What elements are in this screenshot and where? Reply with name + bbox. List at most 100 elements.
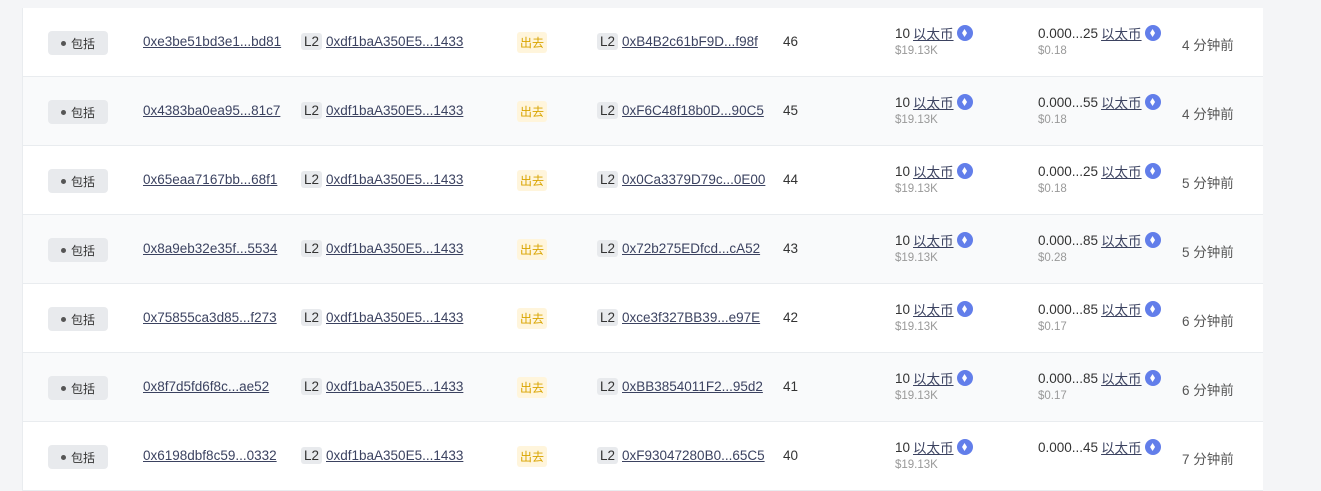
fee-number: 0.000...85 xyxy=(1038,370,1099,386)
age: 7 分钟前 xyxy=(1182,452,1234,467)
fee-number: 0.000...55 xyxy=(1038,94,1099,110)
table-row: 包括 0x6198dbf8c59...0332 L2 0xdf1baA350E5… xyxy=(23,422,1263,491)
status-badge: 包括 xyxy=(48,445,108,469)
block-number: 46 xyxy=(783,34,799,49)
ethereum-icon xyxy=(956,25,973,41)
value-token-link[interactable]: 以太币 xyxy=(913,165,954,180)
fee-usd: $0.18 xyxy=(1038,183,1067,195)
from-address-link[interactable]: 0xdf1baA350E5...1433 xyxy=(326,379,464,394)
to-layer-tag: L2 xyxy=(597,447,619,464)
tx-hash-link[interactable]: 0x8f7d5fd6f8c...ae52 xyxy=(143,379,270,394)
to-layer-tag: L2 xyxy=(597,309,619,326)
fee-token-link[interactable]: 以太币 xyxy=(1101,372,1142,387)
status-badge: 包括 xyxy=(48,238,108,262)
ethereum-icon xyxy=(1144,25,1161,41)
to-address-link[interactable]: 0xB4B2c61bF9D...f98f xyxy=(622,34,758,49)
tx-hash-link[interactable]: 0x8a9eb32e35f...5534 xyxy=(143,241,278,256)
tx-hash-link[interactable]: 0x75855ca3d85...f273 xyxy=(143,310,277,325)
fee-amount: 0.000...85 以太币 xyxy=(1038,299,1161,319)
value-amount: 10 以太币 xyxy=(895,437,973,457)
to-layer-tag: L2 xyxy=(597,240,619,257)
age: 5 分钟前 xyxy=(1182,176,1234,191)
to-layer-tag: L2 xyxy=(597,102,619,119)
fee-usd: $0.18 xyxy=(1038,45,1067,57)
fee-token-link[interactable]: 以太币 xyxy=(1101,234,1142,249)
block-number: 43 xyxy=(783,241,799,256)
from-address-link[interactable]: 0xdf1baA350E5...1433 xyxy=(326,103,464,118)
status-dot-icon xyxy=(60,178,66,184)
status-badge: 包括 xyxy=(48,169,108,193)
value-token-link[interactable]: 以太币 xyxy=(913,372,954,387)
transactions-table: 包括 0xe3be51bd3e1...bd81 L2 0xdf1baA350E5… xyxy=(22,8,1263,491)
from-address-link[interactable]: 0xdf1baA350E5...1433 xyxy=(326,34,464,49)
direction-badge: 出去 xyxy=(517,32,548,53)
status-badge: 包括 xyxy=(48,100,108,124)
to-address-link[interactable]: 0xF6C48f18b0D...90C5 xyxy=(622,103,764,118)
ethereum-icon xyxy=(956,232,973,248)
fee-token-link[interactable]: 以太币 xyxy=(1101,303,1142,318)
value-amount: 10 以太币 xyxy=(895,23,973,43)
status-dot-icon xyxy=(60,109,66,115)
to-address-link[interactable]: 0xF93047280B0...65C5 xyxy=(622,448,765,463)
ethereum-icon xyxy=(1144,94,1161,110)
ethereum-icon xyxy=(1144,232,1161,248)
age: 6 分钟前 xyxy=(1182,383,1234,398)
from-layer-tag: L2 xyxy=(301,171,323,188)
fee-token-link[interactable]: 以太币 xyxy=(1101,27,1142,42)
status-dot-icon xyxy=(60,316,66,322)
from-address-link[interactable]: 0xdf1baA350E5...1433 xyxy=(326,448,464,463)
fee-amount: 0.000...85 以太币 xyxy=(1038,230,1161,250)
status-dot-icon xyxy=(60,247,66,253)
value-number: 10 xyxy=(895,163,911,179)
from-address-link[interactable]: 0xdf1baA350E5...1433 xyxy=(326,241,464,256)
from-layer-tag: L2 xyxy=(301,447,323,464)
block-number: 41 xyxy=(783,379,799,394)
tx-hash-link[interactable]: 0x4383ba0ea95...81c7 xyxy=(143,103,281,118)
table-row: 包括 0xe3be51bd3e1...bd81 L2 0xdf1baA350E5… xyxy=(23,8,1263,77)
value-token-link[interactable]: 以太币 xyxy=(913,234,954,249)
to-address-link[interactable]: 0xBB3854011F2...95d2 xyxy=(622,379,763,394)
direction-badge: 出去 xyxy=(517,446,548,467)
table-row: 包括 0x8f7d5fd6f8c...ae52 L2 0xdf1baA350E5… xyxy=(23,353,1263,422)
fee-usd: $0.28 xyxy=(1038,252,1067,264)
value-token-link[interactable]: 以太币 xyxy=(913,303,954,318)
to-address-link[interactable]: 0xce3f327BB39...e97E xyxy=(622,310,761,325)
fee-token-link[interactable]: 以太币 xyxy=(1101,441,1142,456)
value-number: 10 xyxy=(895,370,911,386)
table-row: 包括 0x65eaa7167bb...68f1 L2 0xdf1baA350E5… xyxy=(23,146,1263,215)
status-label: 包括 xyxy=(70,381,95,396)
fee-number: 0.000...25 xyxy=(1038,163,1099,179)
fee-token-link[interactable]: 以太币 xyxy=(1101,165,1142,180)
value-token-link[interactable]: 以太币 xyxy=(913,96,954,111)
value-usd: $19.13K xyxy=(895,252,938,264)
fee-number: 0.000...45 xyxy=(1038,439,1099,455)
direction-badge: 出去 xyxy=(517,377,548,398)
from-layer-tag: L2 xyxy=(301,309,323,326)
value-amount: 10 以太币 xyxy=(895,368,973,388)
status-dot-icon xyxy=(60,454,66,460)
ethereum-icon xyxy=(1144,163,1161,179)
value-number: 10 xyxy=(895,301,911,317)
fee-token-link[interactable]: 以太币 xyxy=(1101,96,1142,111)
tx-hash-link[interactable]: 0x6198dbf8c59...0332 xyxy=(143,448,277,463)
value-usd: $19.13K xyxy=(895,321,938,333)
value-token-link[interactable]: 以太币 xyxy=(913,27,954,42)
value-number: 10 xyxy=(895,232,911,248)
status-dot-icon xyxy=(60,40,66,46)
status-badge: 包括 xyxy=(48,376,108,400)
block-number: 45 xyxy=(783,103,799,118)
value-token-link[interactable]: 以太币 xyxy=(913,441,954,456)
fee-amount: 0.000...25 以太币 xyxy=(1038,161,1161,181)
status-label: 包括 xyxy=(70,243,95,258)
tx-hash-link[interactable]: 0x65eaa7167bb...68f1 xyxy=(143,172,278,187)
from-address-link[interactable]: 0xdf1baA350E5...1433 xyxy=(326,172,464,187)
tx-hash-link[interactable]: 0xe3be51bd3e1...bd81 xyxy=(143,34,282,49)
to-address-link[interactable]: 0x72b275EDfcd...cA52 xyxy=(622,241,761,256)
to-layer-tag: L2 xyxy=(597,171,619,188)
age: 4 分钟前 xyxy=(1182,107,1234,122)
table-row: 包括 0x8a9eb32e35f...5534 L2 0xdf1baA350E5… xyxy=(23,215,1263,284)
value-usd: $19.13K xyxy=(895,114,938,126)
from-address-link[interactable]: 0xdf1baA350E5...1433 xyxy=(326,310,464,325)
value-amount: 10 以太币 xyxy=(895,230,973,250)
to-address-link[interactable]: 0x0Ca3379D79c...0E00 xyxy=(622,172,766,187)
